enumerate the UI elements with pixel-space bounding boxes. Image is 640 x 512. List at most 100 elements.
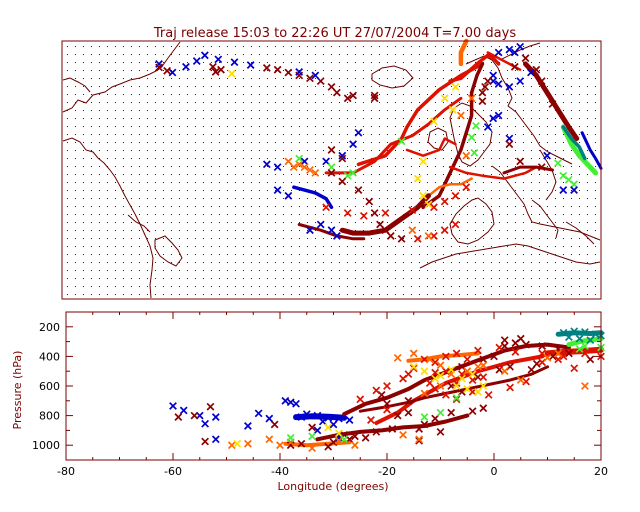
- grid-dot: [539, 198, 540, 199]
- grid-dot: [563, 294, 564, 295]
- grid-dot: [531, 126, 532, 127]
- grid-dot: [499, 126, 500, 127]
- grid-dot: [331, 78, 332, 79]
- grid-dot: [331, 46, 332, 47]
- grid-dot: [251, 158, 252, 159]
- grid-dot: [123, 110, 124, 111]
- grid-dot: [187, 70, 188, 71]
- grid-dot: [531, 294, 532, 295]
- grid-dot: [219, 62, 220, 63]
- grid-dot: [315, 246, 316, 247]
- grid-dot: [227, 126, 228, 127]
- grid-dot: [299, 222, 300, 223]
- grid-dot: [331, 190, 332, 191]
- map-marker: [430, 117, 438, 126]
- grid-dot: [227, 206, 228, 207]
- grid-dot: [523, 270, 524, 271]
- map-marker: [448, 105, 457, 114]
- grid-dot: [411, 206, 412, 207]
- grid-dot: [75, 238, 76, 239]
- map-marker: [462, 151, 471, 160]
- grid-dot: [211, 182, 212, 183]
- grid-dot: [131, 182, 132, 183]
- grid-dot: [219, 254, 220, 255]
- profile-marker: [393, 353, 402, 362]
- grid-dot: [275, 166, 276, 167]
- grid-dot: [491, 86, 492, 87]
- grid-dot: [443, 166, 444, 167]
- grid-dot: [99, 278, 100, 279]
- grid-dot: [131, 110, 132, 111]
- grid-dot: [283, 182, 284, 183]
- map-trajectory-marks: [155, 38, 603, 243]
- x-tick-label: -20: [378, 465, 396, 478]
- grid-dot: [419, 94, 420, 95]
- grid-dot: [307, 222, 308, 223]
- grid-dot: [419, 174, 420, 175]
- grid-dot: [99, 150, 100, 151]
- grid-dot: [203, 102, 204, 103]
- grid-dot: [355, 118, 356, 119]
- map-marker: [343, 171, 352, 180]
- grid-dot: [339, 198, 340, 199]
- grid-dot: [499, 118, 500, 119]
- grid-dot: [83, 198, 84, 199]
- grid-dot: [395, 134, 396, 135]
- grid-dot: [131, 54, 132, 55]
- grid-dot: [123, 126, 124, 127]
- grid-dot: [443, 118, 444, 119]
- grid-dot: [139, 150, 140, 151]
- grid-dot: [435, 78, 436, 79]
- grid-dot: [307, 70, 308, 71]
- grid-dot: [435, 134, 436, 135]
- grid-dot: [587, 78, 588, 79]
- grid-dot: [387, 198, 388, 199]
- grid-dot: [387, 126, 388, 127]
- grid-dot: [75, 158, 76, 159]
- grid-dot: [427, 182, 428, 183]
- grid-dot: [507, 286, 508, 287]
- grid-dot: [563, 70, 564, 71]
- grid-dot: [315, 238, 316, 239]
- grid-dot: [491, 222, 492, 223]
- grid-dot: [443, 102, 444, 103]
- grid-dot: [523, 150, 524, 151]
- grid-dot: [451, 206, 452, 207]
- profile-marker: [516, 334, 525, 343]
- grid-dot: [347, 254, 348, 255]
- grid-dot: [171, 198, 172, 199]
- map-marker: [306, 166, 314, 174]
- grid-dot: [259, 46, 260, 47]
- grid-dot: [283, 238, 284, 239]
- grid-dot: [507, 70, 508, 71]
- grid-dot: [379, 278, 380, 279]
- grid-dot: [499, 286, 500, 287]
- map-marker: [521, 54, 530, 63]
- map-marker: [559, 186, 568, 194]
- grid-dot: [131, 62, 132, 63]
- grid-dot: [515, 246, 516, 247]
- grid-dot: [515, 94, 516, 95]
- grid-dot: [347, 198, 348, 199]
- grid-dot: [331, 126, 332, 127]
- grid-dot: [91, 238, 92, 239]
- profile-marker: [383, 405, 391, 414]
- grid-dot: [251, 198, 252, 199]
- grid-dot: [267, 270, 268, 271]
- grid-dot: [523, 118, 524, 119]
- grid-dot: [67, 206, 68, 207]
- grid-dot: [283, 222, 284, 223]
- grid-dot: [547, 78, 548, 79]
- grid-dot: [75, 166, 76, 167]
- grid-dot: [251, 110, 252, 111]
- grid-dot: [307, 134, 308, 135]
- grid-dot: [563, 262, 564, 263]
- grid-dot: [227, 238, 228, 239]
- grid-dot: [267, 286, 268, 287]
- grid-dot: [195, 222, 196, 223]
- grid-dot: [443, 70, 444, 71]
- grid-dot: [243, 70, 244, 71]
- grid-dot: [203, 206, 204, 207]
- grid-dot: [203, 118, 204, 119]
- grid-dot: [211, 254, 212, 255]
